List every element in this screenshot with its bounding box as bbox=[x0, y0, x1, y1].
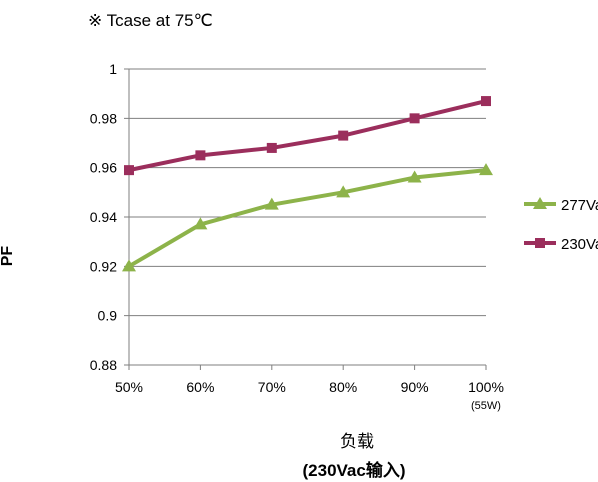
square-marker bbox=[535, 238, 545, 248]
square-marker bbox=[124, 165, 134, 176]
x-tick-label: 80% bbox=[329, 379, 357, 395]
y-tick-label: 0.9 bbox=[98, 308, 118, 324]
square-marker bbox=[338, 130, 349, 141]
x-axis-label: 负载 bbox=[340, 432, 374, 451]
legend-label: 277Vac bbox=[561, 197, 598, 214]
x-tick-label: 60% bbox=[186, 379, 214, 395]
square-marker bbox=[409, 113, 420, 124]
triangle-marker bbox=[533, 197, 547, 209]
legend-label: 230Vac bbox=[561, 236, 598, 253]
triangle-marker bbox=[193, 217, 208, 230]
square-marker bbox=[195, 150, 206, 161]
x-tick-label: 70% bbox=[258, 379, 286, 395]
axes bbox=[128, 69, 487, 370]
y-tick-label: 0.88 bbox=[90, 357, 117, 373]
gridlines bbox=[124, 68, 486, 366]
series-line-230vac bbox=[128, 99, 487, 173]
x-tick-label: 90% bbox=[401, 379, 429, 395]
triangle-marker bbox=[407, 170, 422, 183]
series-lines bbox=[122, 96, 493, 272]
x-tick-sublabel: (55W) bbox=[471, 400, 501, 412]
y-tick-label: 1 bbox=[109, 61, 117, 77]
legend: 277Vac 230Vac bbox=[524, 197, 598, 253]
x-tick-labels: 50% 60% 70% 80% 90% 100% (55W) bbox=[115, 379, 504, 412]
triangle-marker bbox=[122, 259, 136, 272]
x-tick-label: 100% bbox=[468, 379, 504, 395]
chart-note: ※ Tcase at 75℃ bbox=[88, 11, 213, 30]
y-tick-label: 0.96 bbox=[90, 160, 117, 176]
x-tick-label: 50% bbox=[115, 379, 143, 395]
y-axis-label: PF bbox=[0, 246, 16, 267]
square-marker bbox=[481, 96, 491, 107]
triangle-marker bbox=[479, 163, 493, 176]
series-line-277vac bbox=[127, 168, 487, 269]
y-tick-label: 0.92 bbox=[90, 258, 117, 274]
triangle-marker bbox=[264, 197, 279, 210]
triangle-marker bbox=[336, 185, 351, 198]
y-tick-label: 0.98 bbox=[90, 110, 117, 126]
square-marker bbox=[266, 142, 277, 153]
y-tick-labels: 0.88 0.9 0.92 0.94 0.96 0.98 1 bbox=[90, 61, 117, 373]
y-tick-label: 0.94 bbox=[90, 209, 117, 225]
x-axis-sublabel: (230Vac输入) bbox=[303, 460, 406, 480]
